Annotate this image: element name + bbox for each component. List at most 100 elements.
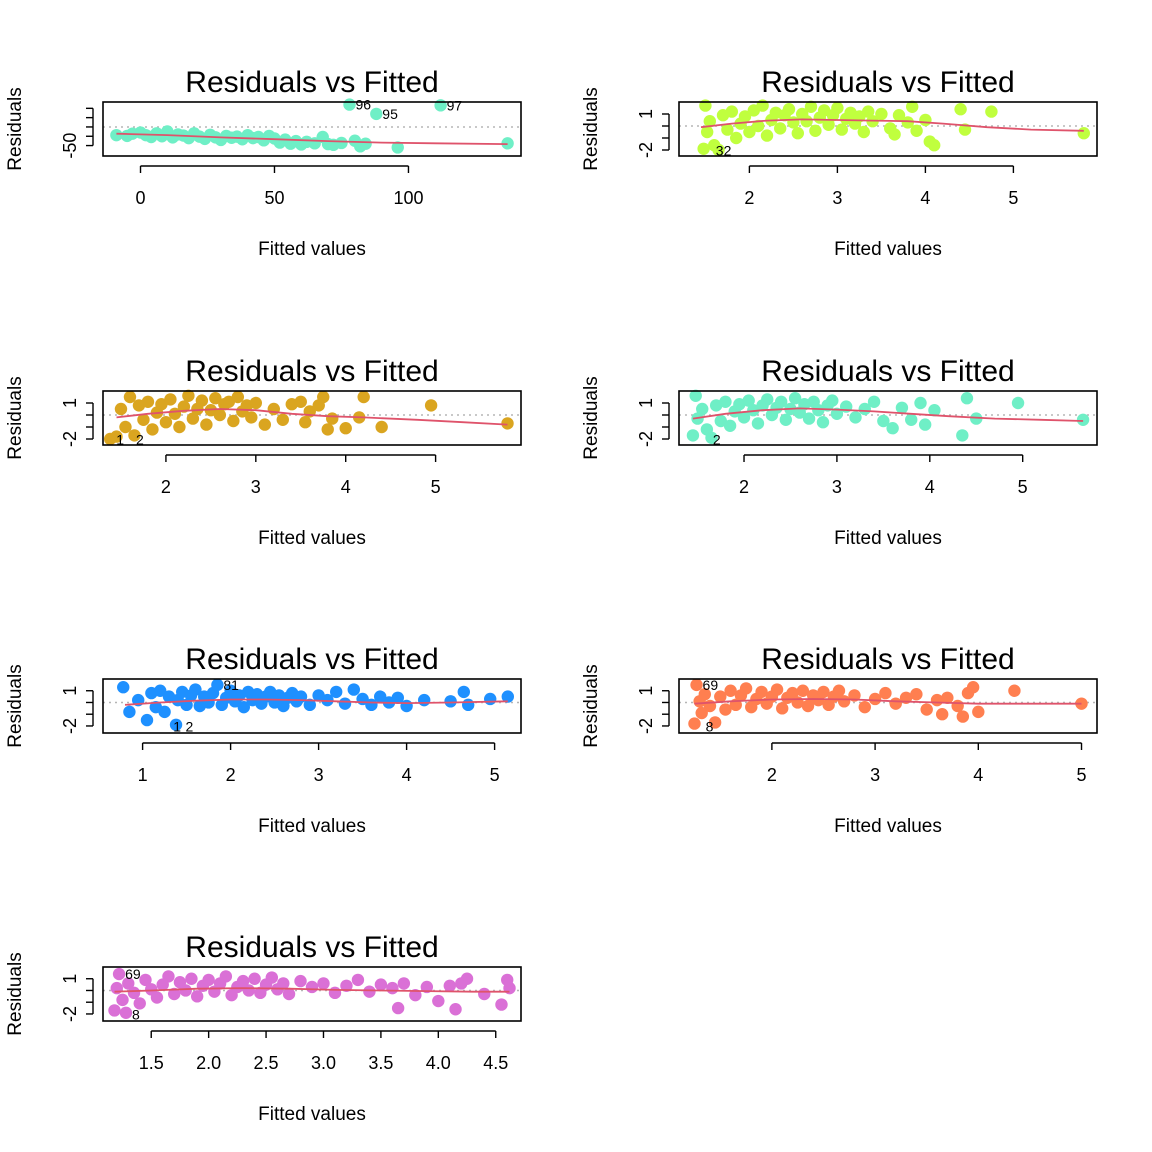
data-point-9 [725,105,738,118]
outlier-label-1: 2 [713,432,721,448]
data-point-36 [858,402,871,416]
data-point-10 [146,423,159,436]
outlier-label-1: 69 [703,677,719,693]
smoother-line [694,698,1082,705]
data-point-47 [357,390,370,404]
outlier-label-2: 95 [382,106,398,122]
y-axis-label: Residuals [581,87,602,170]
data-point-5 [119,1006,133,1019]
x-tick-label-4: 5 [1008,188,1018,208]
data-point-20 [774,122,787,135]
data-point-42 [317,390,330,404]
x-tick-label-4: 5 [1077,765,1087,785]
data-point-28 [817,685,830,699]
outlier-label-2: 1 [173,719,181,735]
data-point-39 [340,979,353,992]
data-point-13 [739,682,753,695]
data-point-17 [177,400,191,413]
data-point-39 [910,688,923,701]
x-tick-label-2: 2 [226,765,236,785]
data-point-13 [159,416,173,429]
data-point-4 [703,115,716,128]
data-point-8 [133,997,146,1010]
data-point-1 [110,128,123,142]
data-point-53 [478,987,491,1001]
y-tick-label-1: -2 [636,431,656,447]
x-tick-label-2: 3 [870,765,880,785]
data-point-17 [185,972,198,985]
data-point-22 [786,686,799,700]
data-point-39 [886,422,899,435]
y-tick-label-1: -50 [60,133,80,159]
data-point-28 [248,972,261,985]
y-tick-label-1: -2 [636,142,656,158]
data-point-34 [258,418,272,431]
data-point-8 [721,123,734,136]
data-point-48 [910,124,923,137]
data-point-35 [868,692,882,706]
x-tick-label-1: 1 [138,765,148,785]
x-tick-label-4: 5 [431,477,441,497]
data-point-6 [128,429,141,442]
y-axis-label: Residuals [5,952,26,1035]
data-point-9 [719,703,732,716]
smoother-line [116,408,508,426]
x-tick-label-3: 4 [920,188,930,208]
data-point-27 [802,412,816,425]
data-point-14 [167,987,181,1001]
data-point-4 [119,420,132,434]
data-point-43 [918,418,932,431]
data-point-45 [956,429,969,442]
data-point-43 [321,423,334,436]
plot-frame [678,678,1098,734]
data-point-10 [169,718,183,731]
data-point-44 [359,137,372,150]
data-point-4 [140,713,154,727]
x-axis-label: Fitted values [258,1104,366,1125]
x-tick-label-6: 4.0 [426,1053,451,1073]
data-point-33 [830,407,844,420]
x-tick-label-7: 4.5 [483,1053,508,1073]
outlier-label-1: 81 [223,677,239,693]
data-point-20 [776,702,789,715]
outlier-label-1: 1 [116,432,124,448]
data-point-32 [245,411,258,424]
x-axis-label: Fitted values [258,528,366,549]
data-point-49 [424,399,438,412]
data-point-32 [826,394,839,407]
data-point-49 [1076,413,1090,426]
data-point-33 [249,396,263,410]
y-axis-label: Residuals [581,664,602,747]
data-point-44 [338,697,352,710]
y-tick-label-4: 1 [60,974,80,984]
data-point-1 [117,681,130,694]
x-tick-label-4: 3.0 [311,1053,336,1073]
data-point-2 [110,430,123,443]
data-point-50 [1075,697,1088,710]
data-point-33 [848,689,861,702]
outlier-label-2: 8 [132,1007,140,1023]
outlier-label-3: 2 [186,719,194,735]
data-point-41 [363,985,376,998]
data-point-44 [888,128,901,141]
chart-title: Residuals vs Fitted [185,355,438,388]
data-point-54 [495,998,508,1011]
data-point-20 [202,973,215,987]
residual-plot-panel-7: Residuals vs Fitted 69 8 1.5 2.0 2.5 3.0 3.5 4.0… [5,931,522,1125]
x-tick-label-4: 5 [1018,477,1028,497]
smoother-line [114,987,510,993]
x-tick-label-3: 3 [314,765,324,785]
chart-title: Residuals vs Fitted [761,66,1014,99]
data-point-42 [935,708,949,721]
outlier-label-1: 96 [356,97,372,113]
outlier-label-3: 97 [447,97,463,113]
data-point-54 [985,105,998,118]
y-tick-label-1: -2 [60,1006,80,1022]
data-point-41 [930,693,944,707]
data-point-52 [954,103,967,116]
smoother-line [124,698,508,706]
x-tick-label-5: 3.5 [368,1053,393,1073]
data-point-45 [956,710,970,723]
data-point-7 [709,399,723,412]
data-point-49 [919,113,932,127]
